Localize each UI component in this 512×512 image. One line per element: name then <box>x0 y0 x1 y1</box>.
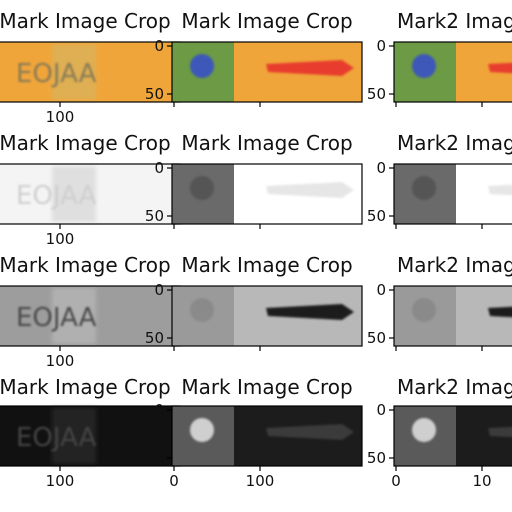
panel-frame <box>393 163 512 225</box>
panel-title: Mark Image Crop <box>181 131 352 155</box>
panel-image-arrow <box>266 424 354 440</box>
y-tick-label: 0 <box>376 159 386 177</box>
panel-image-dot <box>412 176 436 200</box>
y-tick-label: 0 <box>154 401 164 419</box>
panel-image-dot <box>190 298 214 322</box>
panel-r1-c1 <box>167 163 363 229</box>
x-tick-label: 100 <box>246 472 275 490</box>
panel-frame <box>171 41 363 103</box>
panel-title: Mark2 Image Crop <box>397 253 512 277</box>
panel-image-stripe <box>52 288 96 344</box>
y-tick-label: 0 <box>376 37 386 55</box>
x-tick-label: 0 <box>169 472 179 490</box>
panel-image-dot <box>412 54 436 78</box>
panel-r2-c2 <box>389 285 512 351</box>
panel-frame <box>171 285 363 347</box>
x-tick-label: 100 <box>46 472 75 490</box>
panel-r3-c2 <box>389 405 512 471</box>
panel-image-arrow <box>488 62 512 74</box>
panel-title: Mark Image Crop <box>0 253 171 277</box>
y-tick-label: 0 <box>154 281 164 299</box>
panel-image-arrow <box>266 182 354 198</box>
panel-r2-c1 <box>167 285 363 351</box>
panel-image-dot <box>412 298 436 322</box>
panel-image-arrow <box>266 304 354 320</box>
panel-r0-c2 <box>389 41 512 107</box>
y-tick-label: 50 <box>145 207 164 225</box>
panel-r1-c2 <box>389 163 512 229</box>
panel-image-stripe <box>52 44 96 100</box>
panel-frame <box>171 405 363 467</box>
panel-image-scribble: EOJAA <box>16 181 97 211</box>
panel-title: Mark2 Image Crop <box>397 375 512 399</box>
panel-title: Mark2 Image Crop <box>397 131 512 155</box>
panel-frame <box>393 41 512 103</box>
x-tick-label: 100 <box>46 108 75 126</box>
panel-image-dot <box>190 54 214 78</box>
panel-frame <box>393 405 512 467</box>
x-tick-label: 100 <box>46 352 75 370</box>
y-tick-label: 0 <box>154 159 164 177</box>
panel-title: Mark Image Crop <box>0 375 171 399</box>
y-tick-label: 50 <box>367 207 386 225</box>
panel-image-arrow <box>488 426 512 438</box>
panel-title: Mark Image Crop <box>0 131 171 155</box>
panel-image-scribble: EOJAA <box>16 423 97 453</box>
panel-image-stripe <box>52 408 96 464</box>
panel-frame <box>393 285 512 347</box>
y-tick-label: 50 <box>145 329 164 347</box>
panel-image-stripe <box>52 166 96 222</box>
x-tick-label: 10 <box>472 472 491 490</box>
y-tick-label: 0 <box>376 281 386 299</box>
y-tick-label: 0 <box>376 401 386 419</box>
panel-image-dot <box>412 418 436 442</box>
panel-r1-c0: EOJAA <box>0 163 181 229</box>
panel-image-dot <box>190 176 214 200</box>
panel-frame <box>171 163 363 225</box>
y-tick-label: 0 <box>154 37 164 55</box>
panel-title: Mark Image Crop <box>181 375 352 399</box>
panel-r3-c1 <box>167 405 363 471</box>
panel-image-scribble: EOJAA <box>16 303 97 333</box>
panel-title: Mark Image Crop <box>181 253 352 277</box>
y-tick-label: 50 <box>145 449 164 467</box>
panel-image-arrow <box>266 60 354 76</box>
panel-image-dot <box>190 418 214 442</box>
panel-r0-c0: EOJAA <box>0 41 181 107</box>
panel-image-scribble: EOJAA <box>16 59 97 89</box>
panel-title: Mark Image Crop <box>0 9 171 33</box>
panel-title: Mark Image Crop <box>181 9 352 33</box>
y-tick-label: 50 <box>367 85 386 103</box>
panel-r0-c1 <box>167 41 363 107</box>
x-tick-label: 0 <box>391 472 401 490</box>
x-tick-label: 100 <box>46 230 75 248</box>
y-tick-label: 50 <box>367 329 386 347</box>
panel-image-arrow <box>488 306 512 318</box>
panel-r2-c0: EOJAA <box>0 285 181 351</box>
panel-title: Mark2 Image Crop <box>397 9 512 33</box>
y-tick-label: 50 <box>367 449 386 467</box>
panel-image-arrow <box>488 184 512 196</box>
y-tick-label: 50 <box>145 85 164 103</box>
